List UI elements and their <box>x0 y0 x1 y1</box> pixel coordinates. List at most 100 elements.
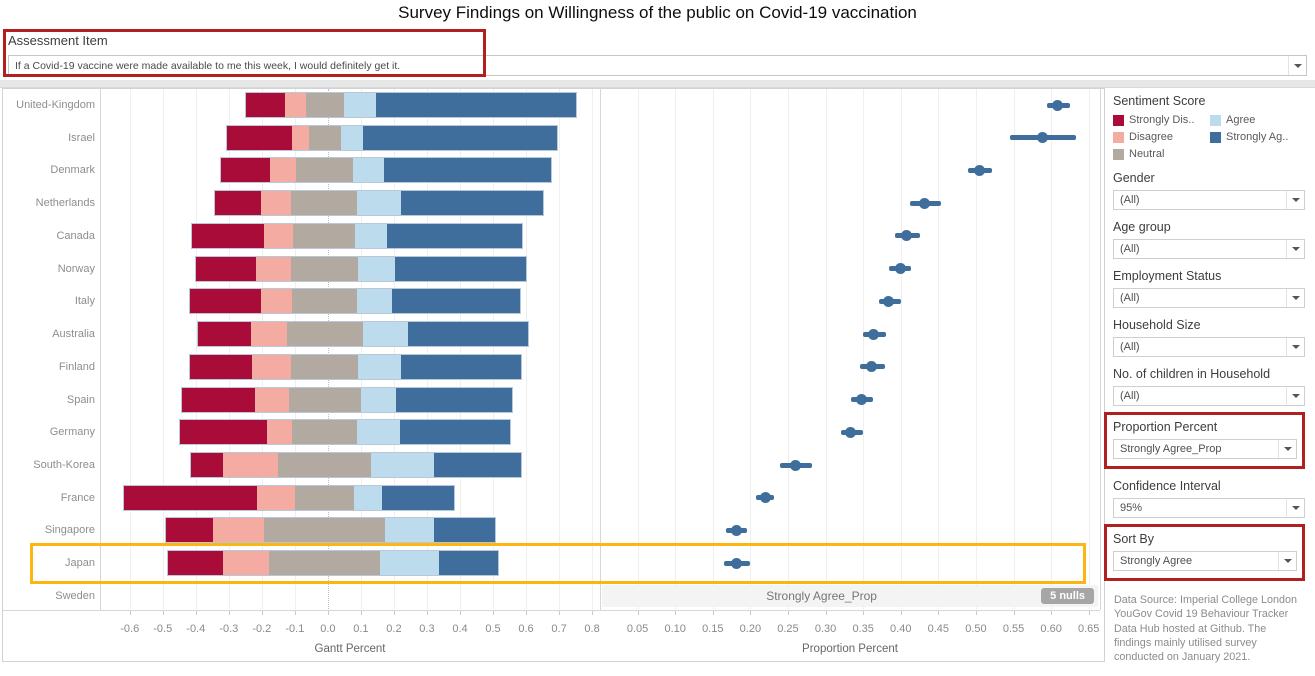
gantt-bar-italy[interactable] <box>189 288 521 315</box>
bar-segment-disagree[interactable] <box>263 223 293 248</box>
filter-dropdown-confidence-interval[interactable]: 95% <box>1113 498 1305 518</box>
proportion-dot-japan[interactable] <box>730 557 742 569</box>
bar-segment-strongly-agree[interactable] <box>382 485 455 510</box>
proportion-dot-germany[interactable] <box>844 426 856 438</box>
bar-segment-neutral[interactable] <box>287 322 363 347</box>
bar-segment-neutral[interactable] <box>294 485 354 510</box>
bar-segment-disagree[interactable] <box>255 387 289 412</box>
gantt-bar-spain[interactable] <box>180 386 513 413</box>
bar-segment-strongly-agree[interactable] <box>394 256 526 281</box>
proportion-dot-italy[interactable] <box>883 295 895 307</box>
bar-segment-strongly-agree[interactable] <box>375 93 577 117</box>
bar-segment-neutral[interactable] <box>263 518 385 543</box>
filter-dropdown-sort-by[interactable]: Strongly Agree <box>1113 551 1297 571</box>
gantt-bar-israel[interactable] <box>225 124 559 151</box>
bar-segment-strongly-disagree[interactable] <box>180 420 267 445</box>
proportion-dot-spain[interactable] <box>856 394 868 406</box>
filter-dropdown-employment-status[interactable]: (All) <box>1113 288 1305 308</box>
bar-segment-strongly-agree[interactable] <box>387 223 522 248</box>
bar-segment-disagree[interactable] <box>255 256 291 281</box>
bar-segment-agree[interactable] <box>353 158 384 183</box>
gantt-bar-japan[interactable] <box>167 550 499 577</box>
bar-segment-strongly-agree[interactable] <box>401 354 521 379</box>
bar-segment-strongly-disagree[interactable] <box>220 158 271 183</box>
bar-segment-agree[interactable] <box>344 93 376 117</box>
gantt-bar-singapore[interactable] <box>164 517 496 544</box>
filter-dropdown-gender[interactable]: (All) <box>1113 190 1305 210</box>
bar-segment-strongly-agree[interactable] <box>434 453 521 478</box>
bar-segment-strongly-agree[interactable] <box>401 191 544 216</box>
bar-segment-agree[interactable] <box>358 354 402 379</box>
gantt-bar-south-korea[interactable] <box>190 452 522 479</box>
bar-segment-disagree[interactable] <box>285 93 307 117</box>
bar-segment-strongly-disagree[interactable] <box>181 387 256 412</box>
bar-segment-disagree[interactable] <box>223 453 279 478</box>
proportion-dot-finland[interactable] <box>865 361 877 373</box>
proportion-dot-france[interactable] <box>759 492 771 504</box>
bar-segment-disagree[interactable] <box>250 322 288 347</box>
bar-segment-strongly-disagree[interactable] <box>168 551 224 576</box>
bar-segment-neutral[interactable] <box>288 387 362 412</box>
proportion-dot-israel[interactable] <box>1036 132 1048 144</box>
bar-segment-disagree[interactable] <box>266 420 292 445</box>
bar-segment-strongly-agree[interactable] <box>363 125 558 150</box>
legend-item[interactable]: Strongly Dis.. <box>1113 113 1210 127</box>
bar-segment-disagree[interactable] <box>252 354 291 379</box>
bar-segment-neutral[interactable] <box>291 289 358 314</box>
legend-item[interactable]: Disagree <box>1113 130 1210 144</box>
bar-segment-neutral[interactable] <box>292 223 355 248</box>
bar-segment-agree[interactable] <box>361 387 396 412</box>
filter-dropdown-household-size[interactable]: (All) <box>1113 337 1305 357</box>
bar-segment-agree[interactable] <box>362 322 408 347</box>
bar-segment-disagree[interactable] <box>213 518 264 543</box>
bar-segment-neutral[interactable] <box>290 354 359 379</box>
bar-segment-strongly-disagree[interactable] <box>191 453 224 478</box>
bar-segment-agree[interactable] <box>353 485 383 510</box>
bar-segment-strongly-disagree[interactable] <box>196 256 256 281</box>
bar-segment-agree[interactable] <box>384 518 435 543</box>
nulls-count-badge[interactable]: 5 nulls <box>1041 588 1094 604</box>
bar-segment-strongly-disagree[interactable] <box>246 93 286 117</box>
filter-dropdown-proportion-percent[interactable]: Strongly Agree_Prop <box>1113 439 1297 459</box>
gantt-bar-netherlands[interactable] <box>213 190 545 217</box>
bar-segment-neutral[interactable] <box>291 420 357 445</box>
filter-dropdown-age-group[interactable]: (All) <box>1113 239 1305 259</box>
bar-segment-disagree[interactable] <box>292 125 309 150</box>
bar-segment-neutral[interactable] <box>269 551 381 576</box>
bar-segment-strongly-disagree[interactable] <box>226 125 293 150</box>
gantt-bar-canada[interactable] <box>191 222 523 249</box>
bar-segment-strongly-disagree[interactable] <box>198 322 251 347</box>
bar-segment-agree[interactable] <box>358 256 395 281</box>
legend-item[interactable]: Neutral <box>1113 147 1210 161</box>
bar-segment-neutral[interactable] <box>291 191 357 216</box>
proportion-dot-denmark[interactable] <box>974 164 986 176</box>
bar-segment-strongly-agree[interactable] <box>392 289 520 314</box>
bar-segment-strongly-disagree[interactable] <box>190 354 253 379</box>
filter-dropdown-no-of-children-in-household[interactable]: (All) <box>1113 386 1305 406</box>
bar-segment-disagree[interactable] <box>270 158 297 183</box>
bar-segment-strongly-disagree[interactable] <box>165 518 214 543</box>
bar-segment-strongly-agree[interactable] <box>407 322 528 347</box>
gantt-bar-germany[interactable] <box>179 419 511 446</box>
gantt-bar-denmark[interactable] <box>219 157 552 184</box>
gantt-bar-finland[interactable] <box>189 353 522 380</box>
bar-segment-agree[interactable] <box>380 551 439 576</box>
bar-segment-strongly-disagree[interactable] <box>190 289 262 314</box>
bar-segment-strongly-disagree[interactable] <box>124 485 258 510</box>
bar-segment-neutral[interactable] <box>278 453 372 478</box>
proportion-dot-netherlands[interactable] <box>919 197 931 209</box>
proportion-dot-canada[interactable] <box>900 230 912 242</box>
bar-segment-agree[interactable] <box>356 191 402 216</box>
bar-segment-disagree[interactable] <box>257 485 295 510</box>
legend-item[interactable]: Agree <box>1210 113 1305 127</box>
bar-segment-agree[interactable] <box>340 125 364 150</box>
gantt-bar-norway[interactable] <box>195 255 527 282</box>
proportion-dot-australia[interactable] <box>868 328 880 340</box>
bar-segment-neutral[interactable] <box>306 93 345 117</box>
bar-segment-disagree[interactable] <box>223 551 270 576</box>
proportion-dot-south-korea[interactable] <box>789 459 801 471</box>
assessment-item-dropdown[interactable]: If a Covid-19 vaccine were made availabl… <box>8 55 1307 76</box>
bar-segment-neutral[interactable] <box>290 256 359 281</box>
bar-segment-strongly-agree[interactable] <box>383 158 551 183</box>
legend-item[interactable]: Strongly Ag.. <box>1210 130 1305 144</box>
